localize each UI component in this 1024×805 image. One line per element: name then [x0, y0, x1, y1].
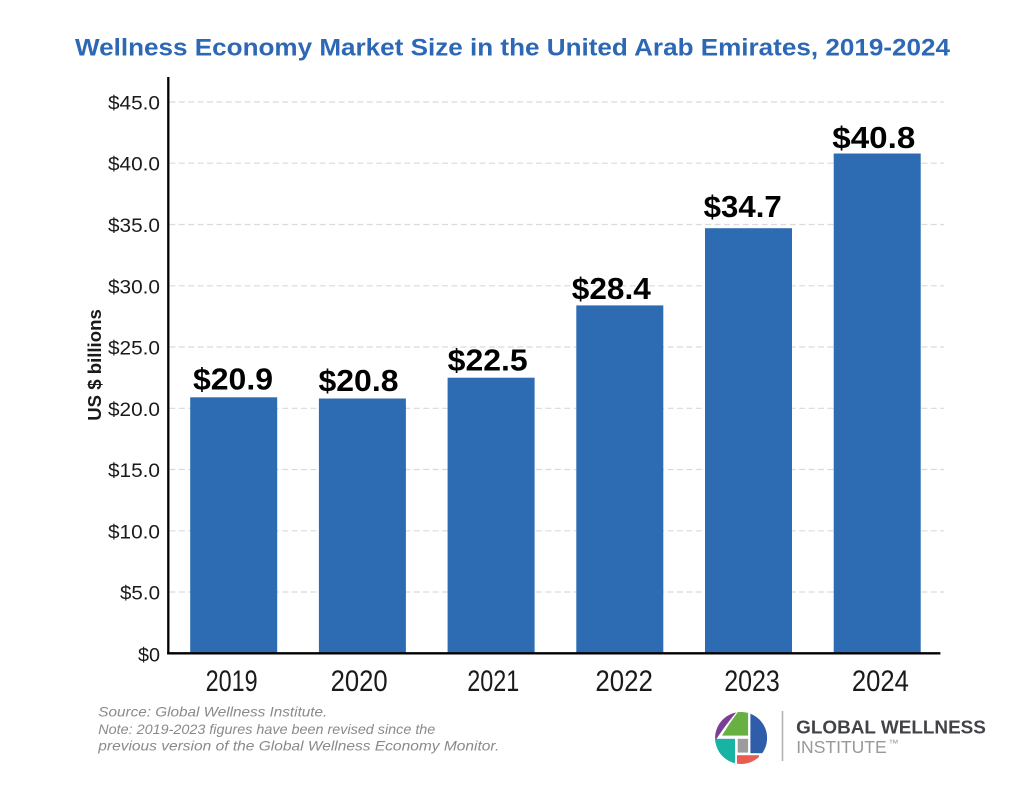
svg-text:Note: 2019-2023 figures have b: Note: 2019-2023 figures have been revise… — [98, 721, 435, 737]
svg-text:$5.0: $5.0 — [120, 583, 160, 605]
svg-text:2023: 2023 — [724, 665, 780, 698]
svg-text:™: ™ — [889, 739, 899, 750]
svg-text:$45.0: $45.0 — [108, 93, 160, 115]
svg-text:$20.9: $20.9 — [193, 362, 273, 396]
svg-text:2022: 2022 — [595, 665, 653, 698]
svg-text:$30.0: $30.0 — [108, 276, 160, 298]
svg-text:$28.4: $28.4 — [572, 272, 651, 306]
svg-text:INSTITUTE: INSTITUTE — [796, 737, 887, 757]
svg-text:$20.8: $20.8 — [319, 364, 399, 398]
svg-text:$40.0: $40.0 — [108, 154, 160, 176]
svg-text:2024: 2024 — [852, 665, 909, 698]
svg-text:$0: $0 — [138, 645, 160, 667]
svg-text:2020: 2020 — [331, 665, 388, 698]
svg-text:previous version of the Global: previous version of the Global Wellness … — [97, 738, 499, 754]
svg-text:GLOBAL WELLNESS: GLOBAL WELLNESS — [796, 717, 986, 738]
svg-text:2019: 2019 — [206, 665, 258, 698]
svg-text:$35.0: $35.0 — [108, 215, 160, 237]
svg-text:$15.0: $15.0 — [108, 460, 160, 482]
svg-text:$34.7: $34.7 — [704, 190, 782, 224]
svg-text:Wellness Economy Market Size i: Wellness Economy Market Size in the Unit… — [75, 36, 950, 62]
svg-text:2021: 2021 — [467, 665, 519, 698]
svg-text:$25.0: $25.0 — [108, 338, 160, 360]
svg-text:$20.0: $20.0 — [108, 399, 160, 421]
svg-text:$40.8: $40.8 — [832, 121, 915, 155]
svg-text:$22.5: $22.5 — [448, 344, 528, 378]
svg-text:$10.0: $10.0 — [108, 521, 160, 543]
svg-text:Source: Global Wellness Instit: Source: Global Wellness Institute. — [98, 704, 327, 720]
svg-text:US $ billions: US $ billions — [84, 309, 105, 421]
